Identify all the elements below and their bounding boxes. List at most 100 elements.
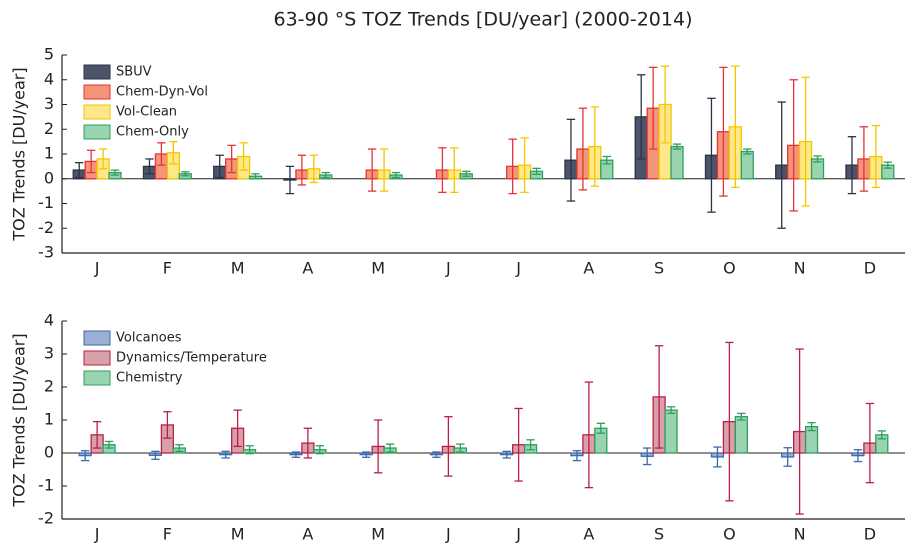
x-tick-label: J xyxy=(94,259,100,278)
error-bar xyxy=(215,154,224,179)
error-bar xyxy=(719,66,728,197)
error-bar xyxy=(666,406,676,415)
error-bar xyxy=(853,449,863,463)
error-bar xyxy=(637,74,646,160)
y-tick-label: -1 xyxy=(38,476,54,495)
y-tick-label: 1 xyxy=(44,410,54,429)
bar xyxy=(740,150,754,180)
y-tick-label: -3 xyxy=(38,243,54,262)
error-bar xyxy=(514,407,523,482)
legend-label: Chem-Only xyxy=(116,125,189,140)
legend-swatch xyxy=(83,370,111,386)
bar xyxy=(734,416,748,454)
error-bar xyxy=(648,66,658,150)
x-tick-label: O xyxy=(723,525,736,544)
error-bar xyxy=(526,439,535,451)
x-tick-label: M xyxy=(371,525,385,544)
x-tick-label: A xyxy=(302,259,313,278)
error-bar xyxy=(713,446,722,468)
error-bar xyxy=(532,167,541,175)
legend-label: Volcanoes xyxy=(116,331,182,346)
x-tick-label: S xyxy=(654,525,664,544)
error-bar xyxy=(362,451,371,458)
error-bar xyxy=(321,171,330,179)
error-bar xyxy=(181,171,190,177)
error-bar xyxy=(883,161,892,169)
error-bar xyxy=(520,137,529,194)
error-bar xyxy=(373,419,383,474)
error-bar xyxy=(291,451,301,458)
error-bar xyxy=(707,97,716,213)
error-bar xyxy=(859,126,869,192)
error-bar xyxy=(169,140,178,165)
error-bar xyxy=(303,427,313,459)
error-bar xyxy=(367,148,377,192)
y-tick-label: 3 xyxy=(44,344,54,363)
x-tick-label: D xyxy=(864,525,876,544)
error-bar xyxy=(643,447,652,466)
error-bar xyxy=(379,148,389,192)
x-tick-label: A xyxy=(583,525,594,544)
error-bar xyxy=(807,421,816,432)
y-axis-label: TOZ Trends [DU/year] xyxy=(10,333,29,507)
y-tick-label: 4 xyxy=(44,311,54,330)
x-tick-label: M xyxy=(231,259,245,278)
error-bar xyxy=(783,447,792,467)
y-tick-label: 4 xyxy=(44,69,54,88)
error-bar xyxy=(508,138,517,195)
legend-label: Chem-Dyn-Vol xyxy=(116,85,208,100)
error-bar xyxy=(75,162,84,179)
error-bar xyxy=(578,107,588,191)
legend-swatch xyxy=(83,84,111,100)
error-bar xyxy=(795,348,804,515)
bar xyxy=(664,409,678,454)
error-bar xyxy=(251,173,260,180)
error-bar xyxy=(315,445,324,455)
y-tick-label: 2 xyxy=(44,119,54,138)
x-tick-label: F xyxy=(163,259,172,278)
x-tick-label: J xyxy=(515,259,521,278)
error-bar xyxy=(432,451,441,458)
x-tick-label: M xyxy=(231,525,245,544)
error-bar xyxy=(672,143,682,150)
error-bar xyxy=(163,411,172,439)
error-bar xyxy=(813,155,822,163)
legend-label: Chemistry xyxy=(116,371,183,386)
x-tick-label: J xyxy=(445,525,451,544)
legend-swatch xyxy=(83,124,111,140)
error-bar xyxy=(297,154,307,186)
error-bar xyxy=(743,148,752,155)
y-axis-label: TOZ Trends [DU/year] xyxy=(10,67,29,241)
error-bar xyxy=(157,142,166,166)
error-bar xyxy=(602,155,611,165)
y-tick-label: 0 xyxy=(44,443,54,462)
x-tick-label: S xyxy=(654,259,664,278)
error-bar xyxy=(391,171,401,179)
error-bar xyxy=(86,149,96,174)
y-tick-label: 5 xyxy=(44,45,54,64)
legend-swatch xyxy=(83,64,111,80)
error-bar xyxy=(737,412,746,421)
error-bar xyxy=(777,101,786,229)
error-bar xyxy=(385,443,395,453)
x-tick-label: A xyxy=(302,525,313,544)
error-bar xyxy=(92,420,102,449)
error-bar xyxy=(444,416,453,477)
legend-swatch xyxy=(83,350,111,366)
error-bar xyxy=(789,79,798,212)
y-tick-label: -2 xyxy=(38,509,54,528)
error-bar xyxy=(309,154,319,184)
error-bar xyxy=(847,136,857,195)
legend-label: SBUV xyxy=(116,65,152,80)
y-tick-label: 0 xyxy=(44,168,54,187)
error-bar xyxy=(572,450,582,462)
error-bar xyxy=(239,142,248,171)
x-tick-label: J xyxy=(94,525,100,544)
y-tick-label: 2 xyxy=(44,377,54,396)
x-tick-label: M xyxy=(371,259,385,278)
error-bar xyxy=(81,450,90,462)
error-bar xyxy=(584,381,594,489)
error-bar xyxy=(245,445,254,455)
y-tick-label: 3 xyxy=(44,94,54,113)
